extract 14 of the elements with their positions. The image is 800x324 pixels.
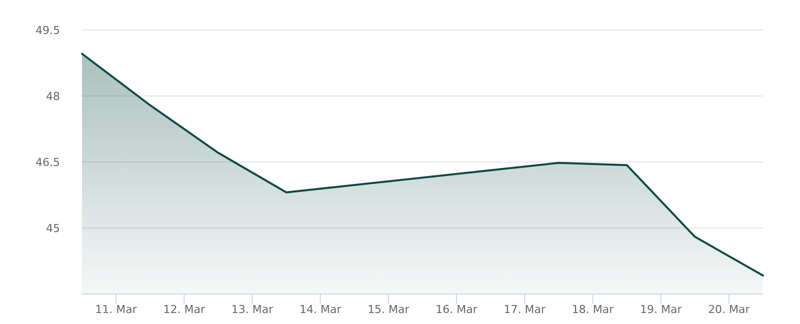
x-tick-label: 20. Mar	[708, 303, 750, 316]
x-tick-label: 16. Mar	[436, 303, 478, 316]
x-tick-label: 14. Mar	[299, 303, 342, 316]
y-tick-label: 49.5	[36, 24, 60, 37]
y-tick-label: 45	[46, 222, 60, 235]
x-tick-label: 18. Mar	[572, 303, 614, 316]
x-tick-label: 17. Mar	[504, 303, 546, 316]
x-tick-label: 11. Mar	[95, 303, 138, 316]
y-tick-label: 48	[46, 90, 60, 103]
x-tick-label: 13. Mar	[231, 303, 274, 316]
x-tick-label: 12. Mar	[163, 303, 206, 316]
x-tick-label: 15. Mar	[368, 303, 410, 316]
y-tick-label: 46.5	[36, 156, 60, 169]
x-tick-label: 19. Mar	[640, 303, 682, 316]
